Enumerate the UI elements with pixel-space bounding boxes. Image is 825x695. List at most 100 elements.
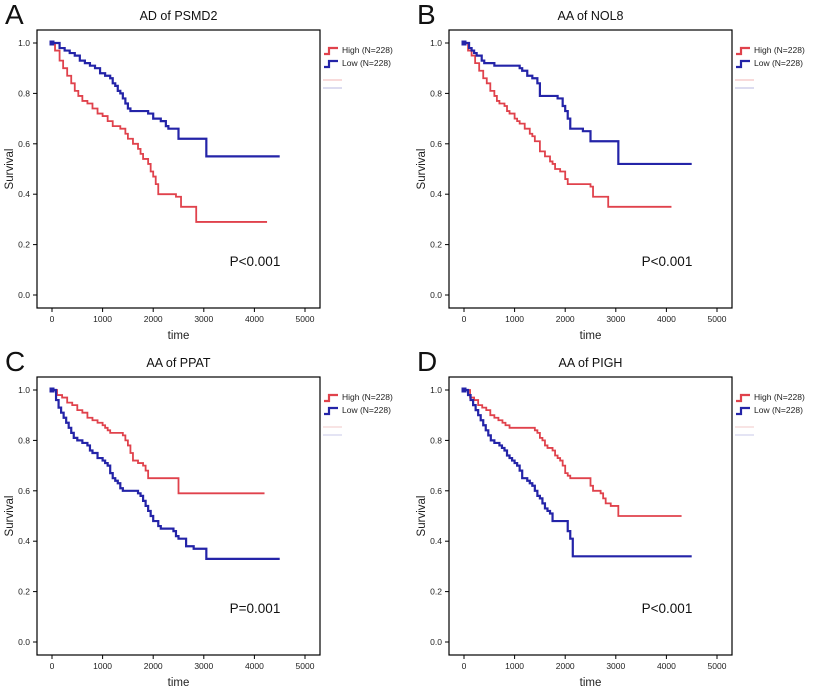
svg-text:4000: 4000: [657, 661, 676, 671]
svg-text:0: 0: [50, 661, 55, 671]
svg-text:1000: 1000: [93, 661, 112, 671]
svg-text:0.2: 0.2: [430, 240, 442, 250]
legend-censored-high: [735, 70, 823, 81]
legend-item-low: Low (N=228): [323, 404, 411, 416]
svg-text:2000: 2000: [144, 661, 163, 671]
svg-text:0.6: 0.6: [18, 139, 30, 149]
km-plot-svg-c: 0 1000 2000 3000 4000 5000 0.0 0.2 0.4 0.6 0.8 1.0 t…: [4, 376, 321, 689]
legend-item-high: High (N=228): [735, 44, 823, 56]
svg-text:3000: 3000: [194, 314, 213, 324]
svg-text:Survival: Survival: [4, 149, 16, 190]
svg-text:0.0: 0.0: [430, 290, 442, 300]
panel-title-c: AA of PPAT: [146, 356, 211, 370]
legend-item-high: High (N=228): [323, 391, 411, 403]
svg-text:Survival: Survival: [4, 496, 16, 537]
svg-text:1.0: 1.0: [18, 385, 30, 395]
legend-censored-high: [735, 417, 823, 428]
svg-text:time: time: [580, 677, 602, 689]
legend-d: High (N=228) Low (N=228): [735, 391, 823, 436]
svg-text:0.0: 0.0: [18, 637, 30, 647]
panel-c: C AA of PPAT 0 1000 2000 3000 4000 5000 0.0 0.2…: [0, 346, 412, 695]
svg-text:1.0: 1.0: [430, 385, 442, 395]
legend-item-high: High (N=228): [323, 44, 411, 56]
km-plot-svg-b: 0 1000 2000 3000 4000 5000 0.0 0.2 0.4 0.6 0.8 1.0 t…: [416, 29, 733, 342]
high-step-swatch-icon: [324, 46, 338, 55]
svg-text:5000: 5000: [708, 661, 727, 671]
legend-item-low: Low (N=228): [735, 57, 823, 69]
svg-text:0.8: 0.8: [18, 88, 30, 98]
svg-text:4000: 4000: [245, 314, 264, 324]
panel-a: A AD of PSMD2 0 1000 2000 3000 4000 5000 0.0 0.…: [0, 0, 412, 347]
legend-label-high: High (N=228): [754, 392, 805, 402]
svg-text:3000: 3000: [606, 314, 625, 324]
legend-label-low: Low (N=228): [342, 405, 391, 415]
legend-item-high: High (N=228): [735, 391, 823, 403]
low-step-swatch-icon: [736, 406, 750, 415]
legend-censored-low: [323, 425, 411, 436]
svg-text:0.8: 0.8: [430, 435, 442, 445]
legend-censored-high: [323, 417, 411, 428]
svg-text:0.4: 0.4: [18, 189, 30, 199]
svg-text:2000: 2000: [556, 661, 575, 671]
legend-item-low: Low (N=228): [735, 404, 823, 416]
svg-text:time: time: [168, 330, 190, 342]
pvalue-annotation-d: P<0.001: [641, 601, 693, 616]
svg-text:2000: 2000: [556, 314, 575, 324]
legend-label-high: High (N=228): [342, 392, 393, 402]
legend-label-low: Low (N=228): [754, 58, 803, 68]
high-step-swatch-icon: [736, 46, 750, 55]
low-step-swatch-icon: [324, 406, 338, 415]
legend-label-high: High (N=228): [754, 45, 805, 55]
svg-text:0.2: 0.2: [430, 587, 442, 597]
svg-text:time: time: [580, 330, 602, 342]
svg-text:0: 0: [462, 314, 467, 324]
svg-text:1000: 1000: [505, 661, 524, 671]
svg-text:3000: 3000: [194, 661, 213, 671]
pvalue-annotation-c: P=0.001: [229, 601, 281, 616]
panel-title-a: AD of PSMD2: [139, 9, 218, 23]
pvalue-annotation-b: P<0.001: [641, 254, 693, 269]
legend-b: High (N=228) Low (N=228): [735, 44, 823, 89]
low-step-swatch-icon: [736, 59, 750, 68]
pvalue-annotation-a: P<0.001: [229, 254, 281, 269]
high-step-swatch-icon: [324, 393, 338, 402]
svg-text:0: 0: [50, 314, 55, 324]
legend-item-low: Low (N=228): [323, 57, 411, 69]
svg-text:1000: 1000: [505, 314, 524, 324]
legend-censored-low: [323, 78, 411, 89]
panel-label-c: C: [5, 346, 26, 377]
panel-label-a: A: [5, 0, 24, 30]
panel-b: B AA of NOL8 0 1000 2000 3000 4000 5000 0.0 0.2…: [412, 0, 825, 347]
svg-text:0.6: 0.6: [18, 486, 30, 496]
svg-text:time: time: [168, 677, 190, 689]
svg-text:0.6: 0.6: [430, 486, 442, 496]
svg-text:Survival: Survival: [416, 496, 428, 537]
panel-title-d: AA of PIGH: [558, 356, 623, 370]
svg-text:4000: 4000: [657, 314, 676, 324]
svg-text:0.2: 0.2: [18, 240, 30, 250]
svg-text:0.8: 0.8: [18, 435, 30, 445]
svg-text:0.0: 0.0: [430, 637, 442, 647]
panel-label-b: B: [417, 0, 436, 30]
legend-a: High (N=228) Low (N=228): [323, 44, 411, 89]
svg-text:2000: 2000: [144, 314, 163, 324]
svg-text:0.0: 0.0: [18, 290, 30, 300]
svg-text:5000: 5000: [708, 314, 727, 324]
svg-text:0.8: 0.8: [430, 88, 442, 98]
svg-text:3000: 3000: [606, 661, 625, 671]
svg-text:0.4: 0.4: [430, 536, 442, 546]
legend-c: High (N=228) Low (N=228): [323, 391, 411, 436]
km-plot-svg-a: 0 1000 2000 3000 4000 5000 0.0 0.2 0.4 0.6 0.8 1.0 t…: [4, 29, 321, 342]
svg-text:0: 0: [462, 661, 467, 671]
svg-text:5000: 5000: [296, 314, 315, 324]
panel-label-d: D: [417, 346, 438, 377]
svg-text:0.2: 0.2: [18, 587, 30, 597]
svg-text:1.0: 1.0: [430, 38, 442, 48]
svg-text:1.0: 1.0: [18, 38, 30, 48]
svg-text:5000: 5000: [296, 661, 315, 671]
panel-title-b: AA of NOL8: [557, 9, 624, 23]
svg-text:Survival: Survival: [416, 149, 428, 190]
high-step-swatch-icon: [736, 393, 750, 402]
low-step-swatch-icon: [324, 59, 338, 68]
